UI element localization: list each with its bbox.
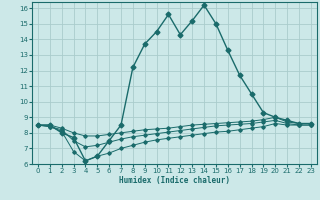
X-axis label: Humidex (Indice chaleur): Humidex (Indice chaleur): [119, 176, 230, 185]
